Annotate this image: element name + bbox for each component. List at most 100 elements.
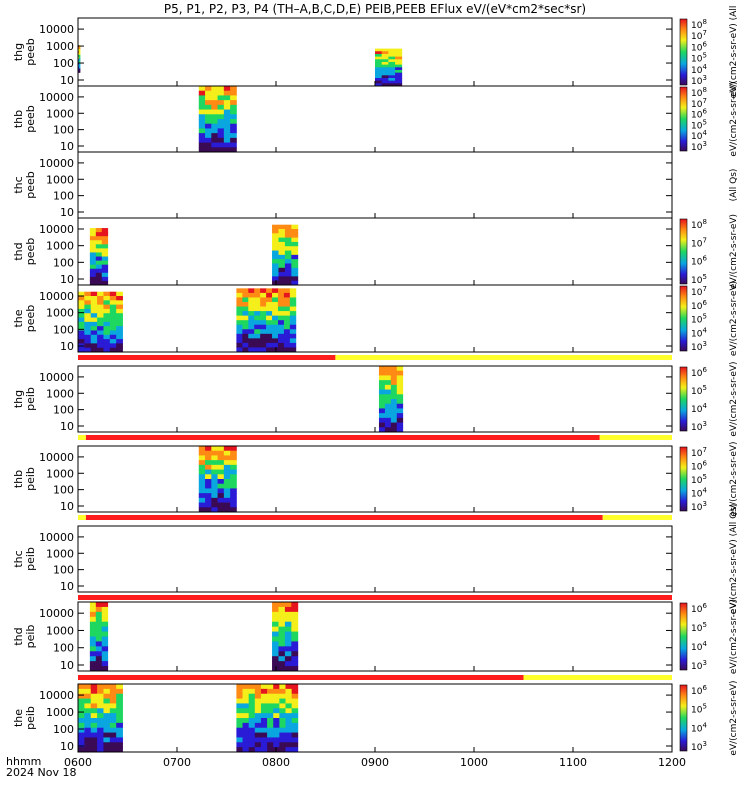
spectrogram-cell (273, 727, 280, 733)
spectrogram-cell (272, 315, 279, 321)
spectrogram-cell (217, 507, 225, 513)
spectrogram-cell (90, 343, 98, 349)
spectrogram-cell (103, 300, 111, 306)
spectrogram-block (89, 602, 109, 672)
spectrogram-cell (97, 718, 104, 724)
time-tick-label: 1100 (559, 756, 587, 769)
spectrogram-cell (103, 326, 111, 331)
spectrogram-cell (198, 137, 206, 143)
spectrogram-cell (272, 272, 279, 277)
spectrogram-cell (103, 742, 111, 748)
spectrogram-cell (260, 688, 268, 695)
spectrogram-cell (211, 123, 218, 129)
colorbar-units: eV/(cm2-s-sr-eV) (729, 599, 739, 674)
spectrogram-cell (273, 732, 280, 738)
y-tick-label: 10 (60, 740, 74, 753)
spectrogram-cell (381, 56, 389, 60)
spectrogram-cell (260, 727, 268, 733)
spectrogram-cell (236, 708, 243, 714)
spectrogram-cell (211, 493, 218, 499)
colorbar-tick-label: 104 (691, 721, 707, 734)
spectrogram-cell (236, 747, 243, 753)
spectrogram-cell (223, 464, 231, 470)
spectrogram-cell (291, 651, 299, 657)
spectrogram-cell (230, 502, 237, 508)
spectrogram-cell (223, 104, 231, 110)
spectrogram-cell (89, 272, 97, 278)
spectrogram-cell (395, 80, 403, 84)
colorbar (679, 684, 688, 752)
spectrogram-cell (109, 688, 117, 695)
spectrogram-cell (277, 338, 285, 344)
spectrogram-cell (116, 330, 123, 336)
panel-label: peeb (24, 105, 37, 133)
spectrogram-cell (217, 455, 225, 461)
spectrogram-cell (97, 684, 104, 690)
spectrogram-cell (375, 51, 383, 55)
spectrogram-cell (78, 698, 85, 704)
spectrogram-cell (381, 69, 389, 74)
spectrogram-cell (291, 742, 299, 748)
spectrogram-block (78, 45, 81, 73)
y-tick-label: 100 (53, 323, 74, 336)
spectrogram-cell (279, 747, 286, 753)
spectrogram-cell (223, 469, 231, 475)
spectrogram-cell (211, 137, 218, 143)
spectrogram-cell (109, 330, 117, 336)
colorbar-tick-label: 107 (691, 236, 707, 249)
spectrogram-cell (223, 90, 231, 96)
spectrogram-cell (291, 722, 299, 729)
spectrogram-cell (279, 708, 286, 714)
spectrogram-cell (217, 114, 225, 120)
y-tick-label: 10000 (39, 689, 74, 702)
y-tick-label: 1000 (46, 307, 74, 320)
colorbar-tick-label: 105 (691, 703, 707, 716)
colorbar (679, 366, 688, 432)
spectrogram-cell (198, 104, 206, 110)
spectrogram-cell (375, 80, 383, 84)
spectrogram-cell (254, 320, 261, 326)
spectrogram-cell (267, 747, 274, 753)
spectrogram-cell (78, 64, 80, 67)
spectrogram-cell (284, 646, 292, 652)
spectrogram-cell (396, 399, 404, 405)
spectrogram-cell (291, 280, 299, 286)
spectrogram-cell (205, 147, 212, 153)
spectrogram-cell (78, 58, 80, 62)
spectrogram-cell (217, 460, 225, 466)
spectrogram-cell (272, 224, 279, 230)
spectrogram-cell (236, 306, 243, 312)
spectrogram-cell (291, 718, 299, 724)
panel-label: peib (24, 387, 37, 411)
spectrogram-cell (279, 742, 286, 748)
spectrogram-cell (90, 737, 98, 743)
spectrogram-cell (277, 324, 285, 330)
spectrogram-cell (78, 300, 85, 306)
spectrogram-cell (291, 224, 299, 230)
spectrogram-cell (78, 330, 85, 336)
time-tick-label: 0900 (361, 756, 389, 769)
spectrogram-cell (254, 722, 262, 729)
spectrogram-cell (375, 61, 383, 66)
spectrogram-cell (90, 727, 98, 733)
spectrogram-cell (254, 693, 262, 699)
spectrogram-cell (101, 232, 109, 237)
spectrogram-cell (97, 713, 104, 719)
spectrogram-cell (284, 656, 292, 662)
spectrogram-cell (291, 698, 299, 704)
time-tick-label: 0700 (163, 756, 191, 769)
spectrogram-cell (230, 464, 237, 470)
spectrogram-cell (116, 326, 123, 331)
spectrogram-cell (283, 288, 291, 294)
spectrogram-cell (283, 342, 291, 348)
spectrogram-cell (266, 347, 273, 353)
spectrogram-cell (396, 370, 404, 376)
spectrogram-cell (278, 229, 286, 234)
spectrogram-cell (109, 304, 117, 310)
spectrogram-cell (242, 324, 249, 330)
spectrogram-cell (254, 718, 262, 724)
status-bar-segment (602, 515, 672, 520)
